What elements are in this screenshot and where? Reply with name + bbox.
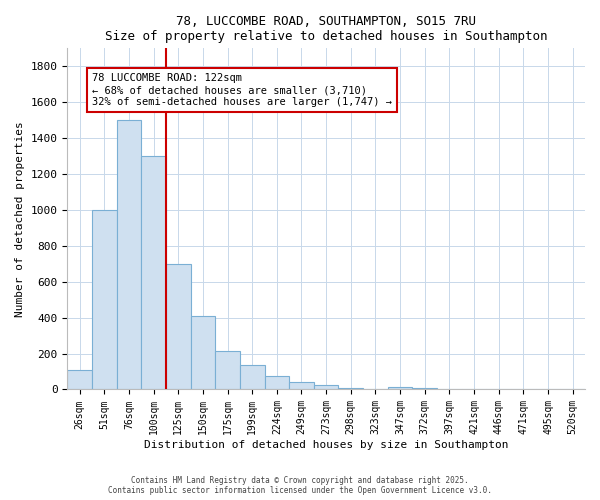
Bar bbox=[67, 370, 92, 390]
Bar bbox=[289, 382, 314, 390]
Bar bbox=[338, 388, 363, 390]
Bar bbox=[314, 385, 338, 390]
Title: 78, LUCCOMBE ROAD, SOUTHAMPTON, SO15 7RU
Size of property relative to detached h: 78, LUCCOMBE ROAD, SOUTHAMPTON, SO15 7RU… bbox=[105, 15, 547, 43]
Text: Contains HM Land Registry data © Crown copyright and database right 2025.
Contai: Contains HM Land Registry data © Crown c… bbox=[108, 476, 492, 495]
Y-axis label: Number of detached properties: Number of detached properties bbox=[15, 121, 25, 317]
Bar bbox=[141, 156, 166, 390]
Bar bbox=[363, 388, 388, 390]
Bar bbox=[240, 365, 265, 390]
X-axis label: Distribution of detached houses by size in Southampton: Distribution of detached houses by size … bbox=[144, 440, 508, 450]
Bar bbox=[92, 210, 116, 390]
Bar bbox=[412, 388, 437, 390]
Bar bbox=[191, 316, 215, 390]
Bar bbox=[116, 120, 141, 390]
Bar bbox=[388, 387, 412, 390]
Bar bbox=[265, 376, 289, 390]
Bar bbox=[166, 264, 191, 390]
Text: 78 LUCCOMBE ROAD: 122sqm
← 68% of detached houses are smaller (3,710)
32% of sem: 78 LUCCOMBE ROAD: 122sqm ← 68% of detach… bbox=[92, 74, 392, 106]
Bar bbox=[215, 351, 240, 390]
